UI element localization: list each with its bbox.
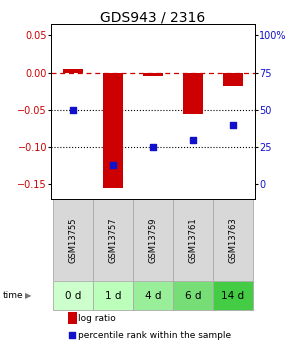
Point (191, 137, 195, 142)
Point (70, 333, 74, 338)
Bar (53, 282, 93, 310)
Bar (133, 199, 173, 282)
Bar (143, 72, 163, 76)
Bar (173, 282, 213, 310)
Text: GSM13759: GSM13759 (149, 218, 158, 263)
Point (71, 107, 76, 112)
Point (231, 122, 235, 128)
Text: 0 d: 0 d (65, 290, 81, 300)
Text: log ratio: log ratio (78, 314, 116, 323)
Bar (223, 72, 243, 86)
Bar (68, 312, 76, 324)
Bar (133, 282, 173, 310)
Text: percentile rank within the sample: percentile rank within the sample (78, 331, 231, 340)
Text: GSM13755: GSM13755 (69, 218, 78, 263)
Bar (213, 282, 253, 310)
Title: GDS943 / 2316: GDS943 / 2316 (100, 10, 206, 24)
Text: GSM13763: GSM13763 (229, 217, 237, 263)
Bar (173, 199, 213, 282)
Text: GSM13757: GSM13757 (109, 217, 118, 263)
Point (151, 144, 156, 150)
Text: 1 d: 1 d (105, 290, 121, 300)
Bar (93, 199, 133, 282)
Bar (103, 72, 123, 188)
Bar (183, 72, 203, 114)
Point (111, 162, 115, 168)
Text: 14 d: 14 d (222, 290, 245, 300)
Bar (213, 199, 253, 282)
Bar (63, 69, 83, 72)
Text: time: time (3, 291, 23, 300)
Bar (93, 282, 133, 310)
Text: 6 d: 6 d (185, 290, 201, 300)
Text: 4 d: 4 d (145, 290, 161, 300)
Text: GSM13761: GSM13761 (188, 217, 197, 263)
Text: ▶: ▶ (25, 291, 31, 300)
Bar (53, 199, 93, 282)
